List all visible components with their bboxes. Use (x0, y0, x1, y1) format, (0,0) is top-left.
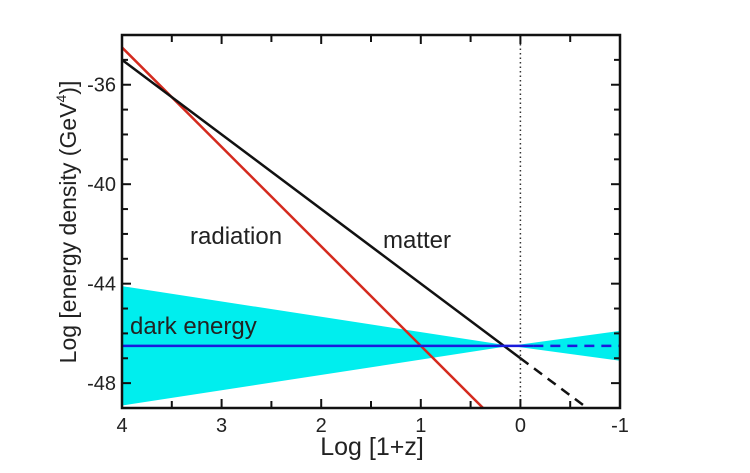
series-line-matter (122, 58, 522, 360)
series-label-matter: matter (383, 227, 451, 254)
series-dashed-matter (519, 357, 588, 408)
x-tick-label: 1 (415, 415, 426, 437)
y-axis-label: Log [energy density (GeV4)] (53, 81, 81, 364)
y-tick-label: -44 (87, 274, 116, 296)
x-tick-label: 3 (216, 415, 227, 437)
y-axis-label-end: )] (55, 81, 81, 95)
x-tick-label: 0 (515, 415, 526, 437)
y-tick-label: -40 (87, 174, 116, 196)
y-tick-label: -48 (87, 373, 116, 395)
x-axis-label: Log [1+z] (320, 433, 424, 461)
x-tick-label: -1 (611, 415, 629, 437)
y-axis-label-sup: 4 (53, 95, 69, 103)
x-tick-label: 2 (316, 415, 327, 437)
series-label-dark-energy: dark energy (130, 313, 257, 340)
y-axis-label-main: Log [energy density (GeV (55, 102, 81, 363)
series-label-radiation: radiation (190, 223, 282, 250)
x-tick-label: 4 (116, 415, 127, 437)
plot-frame (120, 33, 622, 410)
y-tick-label: -36 (87, 75, 116, 97)
